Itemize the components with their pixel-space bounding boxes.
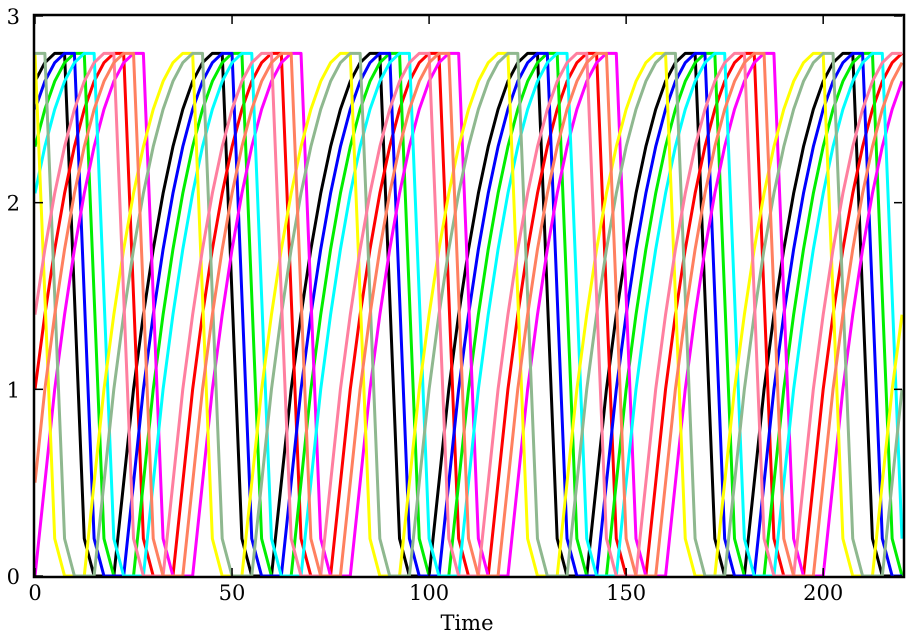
y-tick-label: 3 xyxy=(7,5,20,29)
y-tick-label: 0 xyxy=(7,565,20,589)
series-line-s7 xyxy=(34,51,904,577)
x-tick-label: 200 xyxy=(803,581,843,605)
x-tick-label: 100 xyxy=(409,581,449,605)
x-axis-label: Time xyxy=(440,611,493,635)
y-tick-label: 2 xyxy=(7,192,20,216)
series-line-s1 xyxy=(34,51,902,577)
x-tick-label: 50 xyxy=(219,581,246,605)
x-tick-label: 150 xyxy=(606,581,646,605)
series-layer xyxy=(34,51,904,577)
y-tick-label: 1 xyxy=(7,378,20,402)
series-line-s8 xyxy=(35,51,904,577)
axis-layer: 0 50 100 150 200 0 1 2 3 xyxy=(7,5,902,605)
plot-frame xyxy=(32,13,906,579)
x-tick-label: 0 xyxy=(28,581,41,605)
